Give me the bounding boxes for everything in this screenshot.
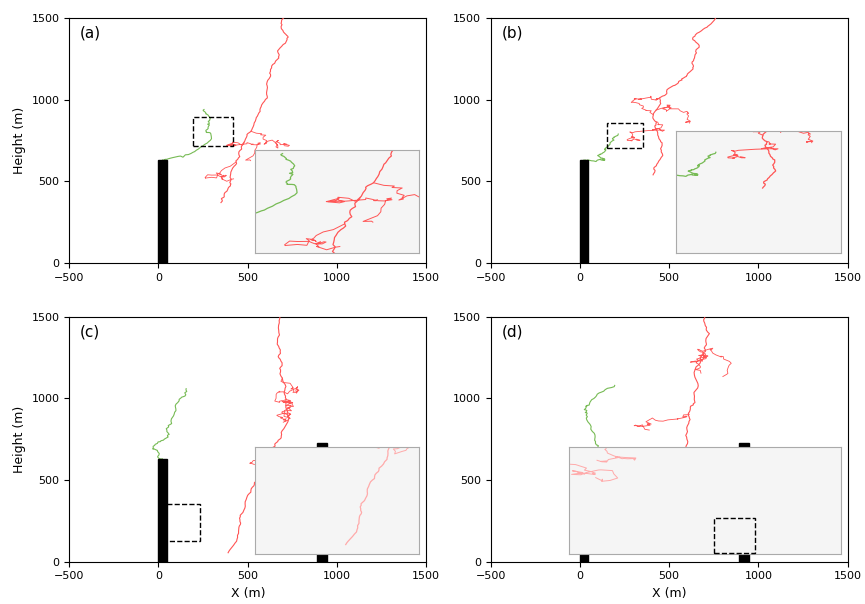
Bar (193, 117, 234, 146)
Text: (d): (d) (502, 324, 522, 339)
Text: (c): (c) (80, 324, 100, 339)
Y-axis label: Height (m): Height (m) (13, 107, 26, 174)
Bar (580, 459, 588, 562)
X-axis label: X (m): X (m) (652, 587, 687, 600)
Text: (b): (b) (502, 25, 522, 40)
Y-axis label: Height (m): Height (m) (13, 406, 26, 473)
Bar (158, 160, 166, 263)
Bar (158, 459, 166, 562)
Text: (a): (a) (80, 25, 101, 40)
Bar (739, 443, 748, 562)
Bar (580, 160, 588, 263)
X-axis label: X (m): X (m) (230, 587, 265, 600)
Bar (606, 123, 644, 148)
Bar (714, 518, 755, 553)
Bar (162, 504, 201, 541)
Bar (317, 443, 327, 562)
